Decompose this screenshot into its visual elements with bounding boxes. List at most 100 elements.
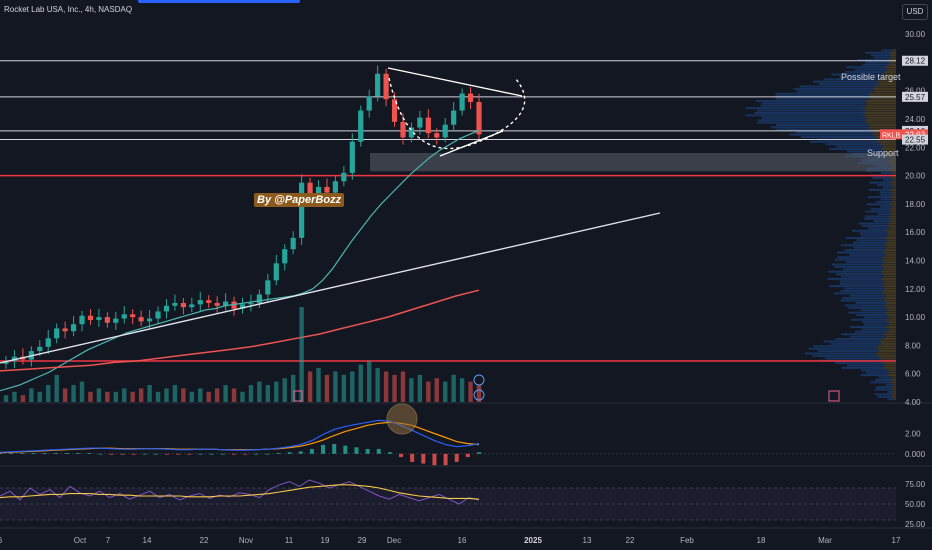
candle xyxy=(366,96,372,111)
macd-histogram-bar xyxy=(309,448,314,454)
chart-title: Rocket Lab USA, Inc., 4h, NASDAQ xyxy=(4,5,133,14)
volume-bar xyxy=(248,385,254,402)
volume-bar xyxy=(105,391,110,402)
macd-histogram-bar xyxy=(454,453,459,462)
volume-profile-bar xyxy=(864,111,896,114)
volume-bar xyxy=(366,361,372,402)
candle xyxy=(45,338,51,347)
volume-bar xyxy=(451,374,456,402)
volume-profile-bar xyxy=(846,66,886,69)
time-tick-label: 14 xyxy=(143,536,152,545)
volume-bar xyxy=(383,371,389,402)
volume-profile-bar xyxy=(834,292,883,295)
candle xyxy=(70,324,77,332)
macd-histogram-bar xyxy=(42,452,47,454)
volume-profile-bar xyxy=(883,289,896,292)
candle xyxy=(307,182,313,196)
volume-profile-bar xyxy=(880,78,896,81)
volume-profile-bar xyxy=(887,398,895,401)
macd-histogram-bar xyxy=(153,453,158,455)
volume-profile-bar xyxy=(892,212,896,215)
volume-profile-bar xyxy=(877,80,896,83)
macd-tick-label: 2.00 xyxy=(905,429,921,438)
volume-profile-bar xyxy=(866,203,890,206)
time-tick-label: Mar xyxy=(818,536,832,545)
macd-histogram-bar xyxy=(53,452,58,454)
volume-profile-bar xyxy=(799,85,875,88)
volume-profile-bar xyxy=(812,354,878,357)
candle xyxy=(79,315,85,325)
volume-profile-bar xyxy=(862,114,896,117)
volume-profile-bar xyxy=(878,376,893,379)
volume-profile-bar xyxy=(834,265,883,268)
volume-profile-bar xyxy=(882,338,896,341)
volume-profile-bar xyxy=(868,126,896,129)
volume-profile-bar xyxy=(789,133,873,136)
volume-bar xyxy=(299,307,304,402)
volume-profile-bar xyxy=(869,92,896,95)
cup-pattern-curve xyxy=(388,77,526,150)
volume-profile-bar xyxy=(890,208,896,211)
volume-profile-bar xyxy=(893,186,896,189)
candle xyxy=(146,318,153,322)
volume-profile-bar xyxy=(849,253,886,256)
volume-bar xyxy=(333,371,338,402)
crossover-highlight xyxy=(386,403,418,435)
volume-profile-bar xyxy=(886,229,896,232)
volume-profile-bar xyxy=(884,268,896,271)
candle xyxy=(3,360,9,364)
volume-profile-bar xyxy=(888,369,896,372)
volume-profile-bar xyxy=(880,340,896,343)
volume-bar xyxy=(130,391,135,402)
rsi-tick-label: 25.00 xyxy=(905,520,926,529)
volume-profile-bar xyxy=(860,234,889,237)
volume-profile-bar xyxy=(810,140,878,143)
volume-bar xyxy=(181,388,186,402)
time-tick-label: 16 xyxy=(458,536,467,545)
volume-profile-bar xyxy=(882,251,896,254)
volume-bar xyxy=(265,385,271,402)
volume-bar xyxy=(274,381,279,402)
volume-profile-bar xyxy=(829,148,882,151)
volume-profile-bar xyxy=(865,99,896,102)
time-tick-label: Nov xyxy=(239,536,253,545)
volume-profile-bar xyxy=(887,390,895,393)
volume-profile-bar xyxy=(888,374,896,377)
volume-profile-bar xyxy=(849,294,886,297)
volume-profile-bar xyxy=(876,347,896,350)
volume-profile-bar xyxy=(870,208,891,211)
volume-profile-bar xyxy=(865,119,896,122)
volume-profile-bar xyxy=(874,378,892,381)
volume-profile-bar xyxy=(885,66,896,69)
candle xyxy=(459,93,465,111)
macd-histogram-bar xyxy=(0,452,2,454)
level-price-tag xyxy=(902,91,928,102)
macd-histogram-bar xyxy=(109,453,114,455)
volume-bar xyxy=(316,368,321,402)
currency-button[interactable]: USD xyxy=(902,4,928,20)
volume-profile-bar xyxy=(775,97,870,100)
candle xyxy=(341,172,347,182)
volume-profile-bar xyxy=(892,49,896,52)
macd-histogram-bar xyxy=(343,445,348,454)
volume-bar xyxy=(71,385,76,402)
rsi-ma-line xyxy=(0,484,480,500)
volume-profile-bar xyxy=(840,289,884,292)
volume-profile-bar xyxy=(884,366,896,369)
volume-bar xyxy=(324,374,330,402)
candle xyxy=(434,133,440,138)
volume-profile-bar xyxy=(756,121,866,124)
volume-profile-bar xyxy=(887,313,896,316)
time-tick-label: 22 xyxy=(626,536,635,545)
volume-profile-bar xyxy=(760,104,867,107)
volume-profile-bar xyxy=(890,181,896,184)
volume-profile-bar xyxy=(868,188,891,191)
volume-profile-bar xyxy=(873,220,892,223)
macd-histogram-bar xyxy=(287,452,292,454)
volume-bar xyxy=(476,385,482,402)
price-tick-label: 12.00 xyxy=(905,285,926,294)
time-tick-label: 11 xyxy=(285,536,294,545)
time-tick-label: 22 xyxy=(200,536,209,545)
